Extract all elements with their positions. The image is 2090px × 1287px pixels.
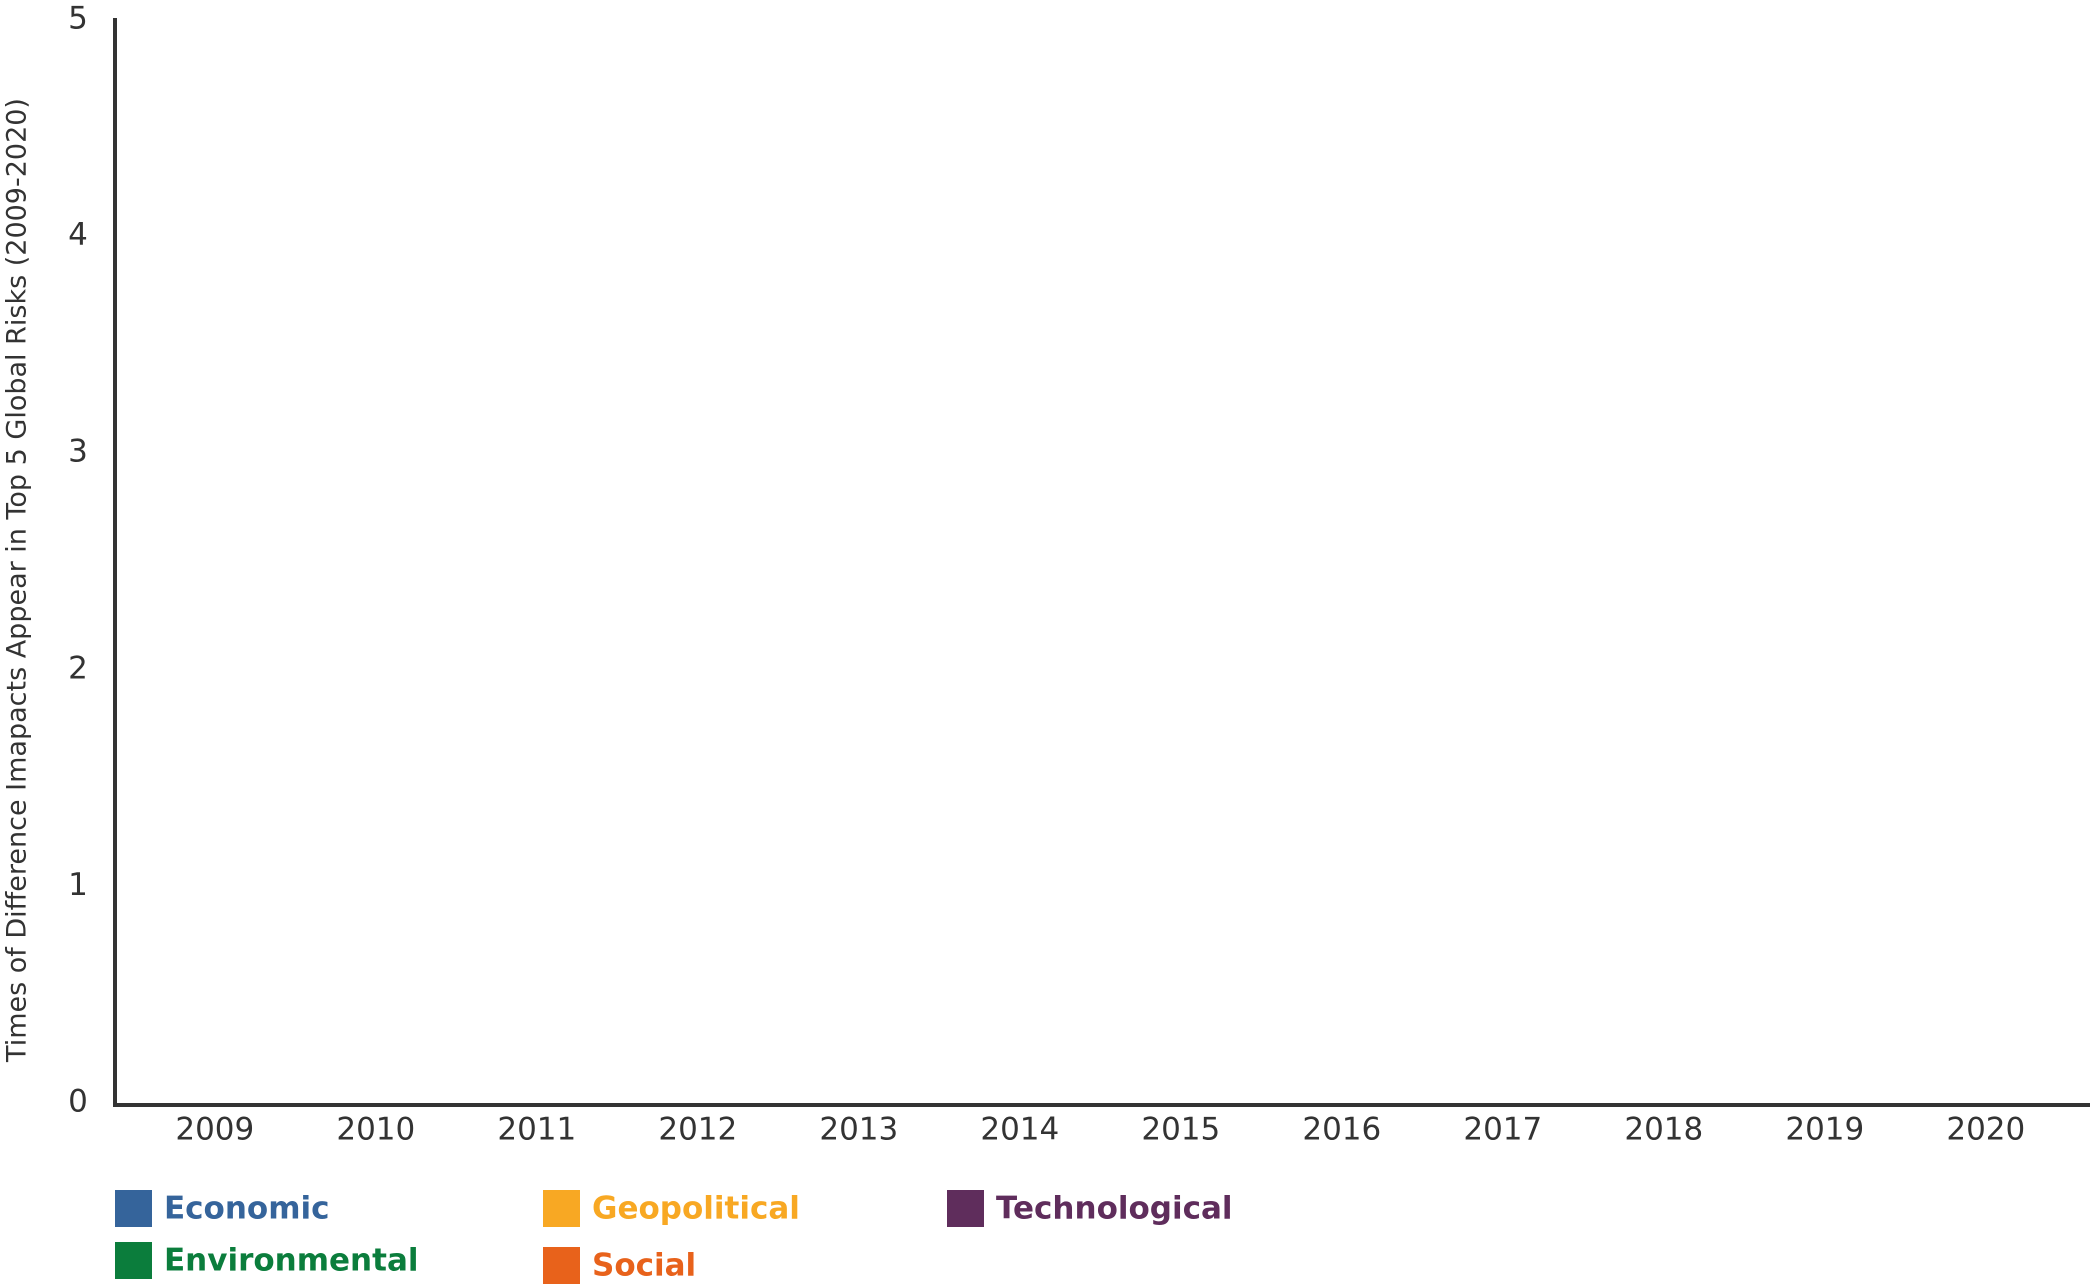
x-tick-label: 2013: [819, 1112, 898, 1148]
x-tick-label: 2019: [1785, 1112, 1864, 1148]
legend-text: Technological: [996, 1191, 1233, 1227]
x-tick-label: 2009: [175, 1112, 254, 1148]
x-tick-label: 2010: [336, 1112, 415, 1148]
legend-swatch: [115, 1190, 152, 1227]
y-tick-label: 5: [68, 1, 88, 37]
x-tick-label: 2011: [497, 1112, 576, 1148]
y-axis-title: Times of Difference Imapacts Appear in T…: [2, 98, 33, 1063]
legend-swatch: [115, 1242, 152, 1279]
legend-text: Environmental: [164, 1243, 419, 1279]
legend-text: Geopolitical: [592, 1191, 800, 1227]
y-tick-label: 1: [68, 867, 88, 903]
x-tick-label: 2018: [1624, 1112, 1703, 1148]
y-tick-label: 4: [68, 217, 88, 253]
y-tick-label: 2: [68, 650, 88, 686]
y-tick-label: 3: [68, 434, 88, 470]
x-tick-label: 2016: [1302, 1112, 1381, 1148]
legend-swatch: [543, 1247, 580, 1284]
x-tick-label: 2014: [980, 1112, 1059, 1148]
legend-swatch: [947, 1190, 984, 1227]
x-tick-label: 2020: [1946, 1112, 2025, 1148]
y-tick-label: 0: [68, 1084, 88, 1120]
legend-text: Social: [592, 1248, 696, 1284]
x-tick-label: 2015: [1141, 1112, 1220, 1148]
legend-swatch: [543, 1190, 580, 1227]
legend-text: Economic: [164, 1191, 330, 1227]
x-tick-label: 2017: [1463, 1112, 1542, 1148]
x-tick-label: 2012: [658, 1112, 737, 1148]
